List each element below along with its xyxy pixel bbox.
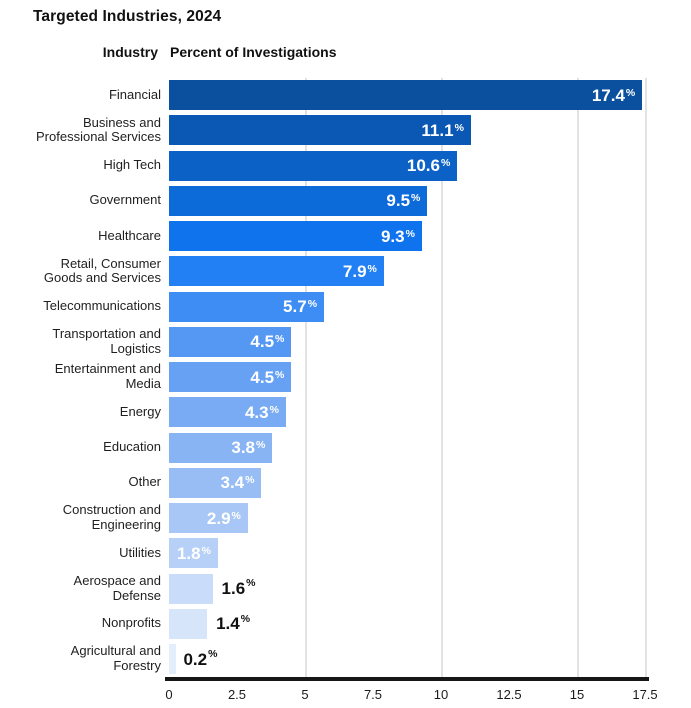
value-label: 1.6%: [221, 577, 256, 598]
value-label: 3.8%: [231, 438, 266, 457]
value-label: 7.9%: [342, 261, 377, 281]
value-label: 3.4%: [220, 473, 255, 493]
percent-suffix: %: [245, 474, 255, 487]
category-label: Education: [103, 439, 161, 455]
value-label: 10.6%: [406, 156, 451, 175]
value-label: 0.2%: [183, 647, 218, 669]
column-header-percent: Percent of Investigations: [170, 44, 337, 60]
gridline: [305, 78, 307, 677]
bar: 9.3%: [169, 221, 422, 251]
bar: 2.9%: [169, 503, 248, 533]
bar: 4.5%: [169, 326, 292, 357]
x-tick-label: 17.5: [632, 687, 658, 702]
x-tick-label: 0: [165, 687, 173, 702]
percent-suffix: %: [307, 298, 318, 310]
category-label: Construction and Engineering: [62, 502, 161, 532]
value-label: 5.7%: [283, 297, 318, 316]
category-label: Energy: [119, 403, 161, 419]
value-label: 17.4%: [591, 85, 636, 105]
category-label: Transportation and Logistics: [52, 326, 161, 356]
percent-suffix: %: [275, 333, 285, 346]
percent-suffix: %: [367, 262, 377, 275]
bar: 1.8%: [169, 538, 218, 569]
gridline: [577, 78, 579, 677]
category-label: Government: [89, 192, 161, 208]
category-label: Other: [128, 474, 161, 490]
value-label: 2.9%: [206, 508, 241, 528]
value-label: 1.8%: [176, 543, 211, 563]
category-label: Retail, Consumer Goods and Services: [43, 255, 161, 286]
x-tick-label: 7.5: [363, 687, 383, 702]
x-tick-label: 5: [301, 687, 309, 702]
gridline: [441, 78, 443, 677]
category-label: Nonprofits: [101, 615, 161, 631]
value-label: 9.5%: [386, 191, 421, 211]
bar: 5.7%: [169, 291, 325, 322]
percent-suffix: %: [405, 227, 415, 240]
category-label: Utilities: [119, 544, 161, 560]
value-label: 1.4%: [216, 612, 251, 634]
bar: 7.9%: [169, 256, 384, 287]
category-label: Business and Professional Services: [36, 114, 161, 145]
percent-suffix: %: [201, 544, 211, 557]
category-label: Financial: [108, 86, 161, 102]
gridline: [645, 78, 647, 677]
percent-suffix: %: [411, 192, 421, 205]
percent-suffix: %: [256, 439, 266, 451]
category-label: Telecommunications: [43, 298, 161, 314]
x-axis-line: [165, 677, 649, 681]
percent-suffix: %: [275, 368, 285, 381]
value-label: 4.5%: [250, 332, 285, 352]
bar: 3.8%: [169, 432, 273, 463]
bar: 9.5%: [169, 185, 428, 216]
percent-suffix: %: [269, 403, 279, 416]
x-tick-label: 15: [569, 687, 585, 702]
percent-suffix: %: [440, 157, 451, 169]
category-label: High Tech: [103, 157, 161, 173]
bar: [169, 573, 213, 604]
value-label: 4.5%: [250, 367, 285, 387]
category-label: Agricultural and Forestry: [70, 643, 161, 673]
category-label: Entertainment and Media: [54, 361, 161, 391]
bar: 4.3%: [169, 397, 286, 428]
column-header-industry: Industry: [102, 44, 158, 60]
category-label: Aerospace and Defense: [73, 572, 161, 603]
percent-suffix: %: [454, 121, 464, 134]
bar: 10.6%: [169, 150, 458, 181]
bar: 17.4%: [169, 80, 643, 110]
bar: 4.5%: [169, 362, 292, 392]
x-tick-label: 12.5: [496, 687, 522, 702]
x-tick-label: 10: [433, 687, 449, 702]
percent-suffix: %: [246, 577, 256, 590]
bar: [169, 608, 208, 639]
bar: [169, 644, 176, 674]
bar: 3.4%: [169, 467, 262, 498]
value-label: 4.3%: [244, 402, 279, 422]
percent-suffix: %: [625, 86, 636, 99]
percent-suffix: %: [231, 509, 241, 522]
value-label: 9.3%: [380, 226, 415, 246]
bar: 11.1%: [169, 115, 471, 146]
percent-suffix: %: [240, 612, 251, 625]
percent-suffix: %: [208, 647, 218, 660]
category-label: Healthcare: [98, 227, 161, 243]
chart-title: Targeted Industries, 2024: [33, 8, 222, 25]
x-tick-label: 2.5: [227, 687, 247, 702]
value-label: 11.1%: [421, 120, 464, 140]
